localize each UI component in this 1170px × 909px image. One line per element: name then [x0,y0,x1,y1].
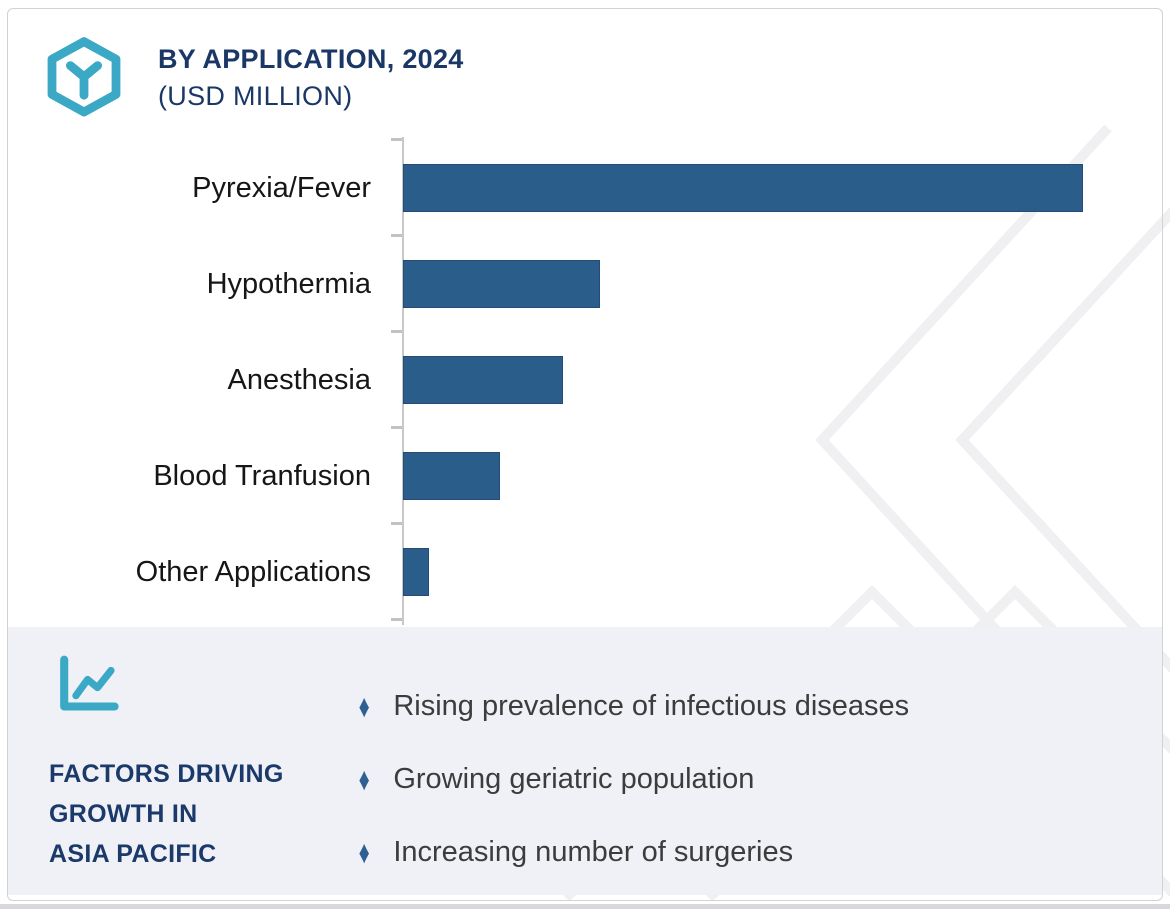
bar-track [403,164,1140,212]
bar-track [403,452,1140,500]
factors-heading-line: FACTORS DRIVING [49,760,284,788]
bar-track [403,548,1140,596]
bar-track [403,356,1140,404]
chart-row: Other Applications [0,524,1140,620]
bar [403,548,429,596]
factors-heading-line: ASIA PACIFIC [49,840,217,868]
factor-text: Growing geriatric population [393,762,755,795]
chart-row: Pyrexia/Fever [0,140,1140,236]
factors-bullet-list: ♦ Rising prevalence of infectious disease… [356,684,910,903]
factors-heading-line: GROWTH IN [49,800,198,828]
bar [403,260,601,308]
category-label: Anesthesia [227,363,372,396]
axis-tick [391,234,402,237]
chart-row: Hypothermia [0,236,1140,332]
diamond-bullet-icon: ♦ [358,761,370,797]
chart-row: Blood Tranfusion [0,428,1140,524]
axis-tick [391,330,402,333]
bar [403,356,563,404]
factor-item: ♦ Rising prevalence of infectious disease… [356,684,910,728]
bar [403,164,1083,212]
chart-title: BY APPLICATION, 2024 [158,44,464,74]
factor-item: ♦ Growing geriatric population [356,757,909,801]
diamond-bullet-icon: ♦ [358,834,370,870]
factor-text: Increasing number of surgeries [393,835,794,868]
factor-text: Rising prevalence of infectious diseases [393,689,910,722]
line-chart-icon [60,655,119,711]
factor-item: ♦ Increasing number of surgeries [356,830,909,874]
category-label: Other Applications [135,555,371,588]
header: BY APPLICATION, 2024 (USD MILLION) [44,36,464,124]
hexagon-y-logo-icon [47,37,121,117]
bar-chart: Pyrexia/Fever Hypothermia Anesthesia Blood … [0,140,1140,620]
axis-tick [391,426,402,429]
category-label: Hypothermia [206,267,371,300]
factors-panel: FACTORS DRIVING GROWTH IN ASIA PACIFIC ♦… [8,627,1162,895]
bottom-edge-strip [0,904,1170,909]
axis-tick [391,618,402,621]
factors-heading: FACTORS DRIVING GROWTH IN ASIA PACIFIC [49,754,284,874]
bar-track [403,260,1140,308]
axis-tick [391,138,402,141]
chart-row: Anesthesia [0,332,1140,428]
chart-subtitle: (USD MILLION) [158,81,353,111]
bar [403,452,501,500]
category-label: Pyrexia/Fever [192,171,371,204]
diamond-bullet-icon: ♦ [358,688,370,724]
category-label: Blood Tranfusion [153,459,371,492]
axis-tick [391,522,402,525]
